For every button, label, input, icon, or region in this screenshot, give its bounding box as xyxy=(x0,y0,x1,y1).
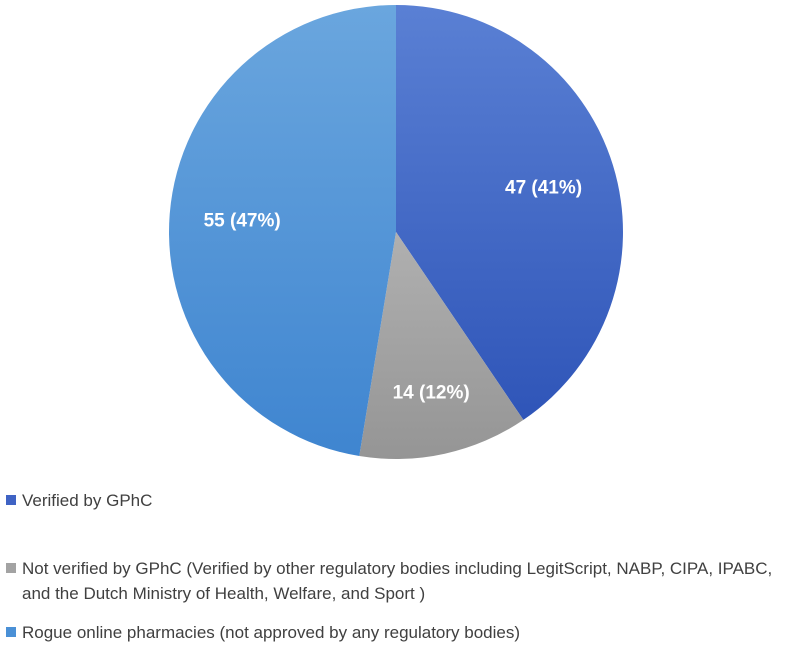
legend-swatch-rogue xyxy=(6,627,16,637)
legend-label-rogue: Rogue online pharmacies (not approved by… xyxy=(22,623,521,642)
pie-chart: 47 (41%) 14 (12%) 55 (47%) xyxy=(169,5,623,459)
data-label-not-verified: 14 (12%) xyxy=(393,383,470,404)
legend-swatch-verified xyxy=(6,495,16,505)
legend-item-not-verified: Not verified by GPhC (Verified by other … xyxy=(6,556,796,606)
slice-not-verified xyxy=(359,232,524,459)
data-label-rogue: 55 (47%) xyxy=(204,210,281,231)
legend-label-verified: Verified by GPhC xyxy=(22,491,153,510)
slice-rogue xyxy=(169,5,396,457)
slice-verified xyxy=(396,5,623,420)
legend-label-not-verified: Not verified by GPhC (Verified by other … xyxy=(22,559,773,603)
legend-item-rogue: Rogue online pharmacies (not approved by… xyxy=(6,620,520,645)
legend-item-verified: Verified by GPhC xyxy=(6,488,152,513)
legend-swatch-not-verified xyxy=(6,563,16,573)
data-label-verified: 47 (41%) xyxy=(505,178,582,199)
